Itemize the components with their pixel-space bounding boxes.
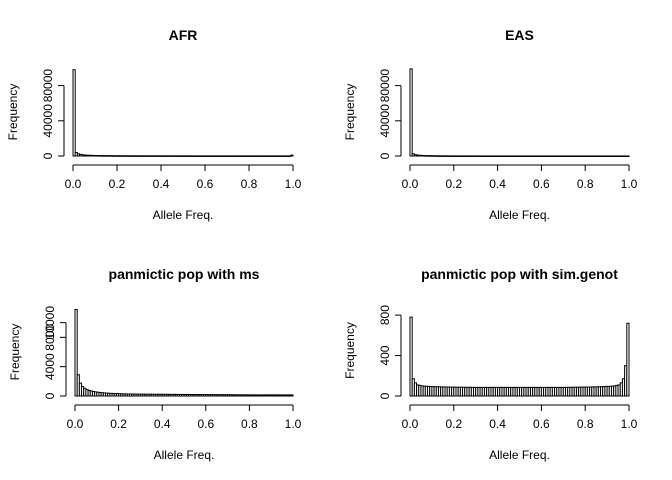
histogram-bar — [409, 68, 413, 157]
x-tick-label: 0.4 — [489, 417, 506, 431]
x-tick-label: 0.4 — [153, 177, 170, 191]
x-tick-label: 1.0 — [285, 417, 302, 431]
y-tick-label: 40000 — [41, 104, 55, 138]
x-tick-label: 0.0 — [402, 417, 419, 431]
x-tick-label: 1.0 — [285, 177, 302, 191]
x-tick-label: 0.4 — [154, 417, 171, 431]
y-tick-label: 0 — [378, 152, 392, 159]
y-tick-label: 80000 — [41, 69, 55, 103]
y-tick-label: 0 — [43, 392, 57, 399]
chart-title: AFR — [169, 27, 198, 43]
histogram-bar — [409, 316, 413, 397]
x-tick-label: 0.0 — [402, 177, 419, 191]
y-axis-label: Frequency — [343, 84, 357, 141]
chart-title: panmictic pop with ms — [109, 266, 260, 282]
x-tick-label: 0.2 — [445, 177, 462, 191]
y-tick-label: 10000 — [43, 306, 57, 340]
x-tick-label: 1.0 — [621, 177, 638, 191]
histogram-bar — [626, 155, 630, 157]
histogram-bar — [72, 69, 76, 157]
y-tick-label: 0 — [378, 392, 392, 399]
histogram-bar — [290, 154, 294, 157]
x-tick-label: 0.6 — [197, 417, 214, 431]
x-tick-label: 0.8 — [577, 177, 594, 191]
x-tick-label: 0.2 — [445, 417, 462, 431]
y-axis-label: Frequency — [8, 324, 22, 381]
y-tick-label: 40000 — [378, 104, 392, 138]
x-tick-label: 0.8 — [577, 417, 594, 431]
y-axis-label: Frequency — [343, 322, 357, 379]
histogram-bar — [74, 308, 78, 397]
y-tick-label: 8000 — [43, 324, 57, 351]
chart-panel-panmictic-sim-genot: panmictic pop with sim.genot Allele Freq… — [343, 266, 638, 462]
x-tick-label: 0.4 — [489, 177, 506, 191]
chart-panel-panmictic-ms: panmictic pop with ms Allele Freq. Frequ… — [8, 266, 302, 462]
y-tick-label: 80000 — [378, 69, 392, 103]
y-tick-label: 4000 — [43, 353, 57, 380]
x-tick-label: 0.2 — [109, 177, 126, 191]
x-tick-label: 0.6 — [533, 417, 550, 431]
y-tick-label: 0 — [41, 152, 55, 159]
x-tick-label: 0.0 — [65, 177, 82, 191]
x-axis-label: Allele Freq. — [153, 208, 214, 222]
x-tick-label: 1.0 — [621, 417, 638, 431]
x-tick-label: 0.0 — [67, 417, 84, 431]
x-axis-label: Allele Freq. — [154, 448, 215, 462]
chart-title: panmictic pop with sim.genot — [421, 266, 618, 282]
y-tick-label: 800 — [378, 305, 392, 325]
chart-title: EAS — [505, 27, 534, 43]
x-axis-label: Allele Freq. — [489, 448, 550, 462]
x-tick-label: 0.6 — [533, 177, 550, 191]
histogram-bar — [626, 322, 630, 397]
x-tick-label: 0.6 — [197, 177, 214, 191]
x-tick-label: 0.8 — [241, 417, 258, 431]
y-tick-label: 400 — [378, 345, 392, 365]
x-tick-label: 0.8 — [241, 177, 258, 191]
x-tick-label: 0.2 — [110, 417, 127, 431]
y-axis-label: Frequency — [6, 84, 20, 141]
x-axis-label: Allele Freq. — [489, 208, 550, 222]
histogram-bar — [290, 394, 294, 397]
